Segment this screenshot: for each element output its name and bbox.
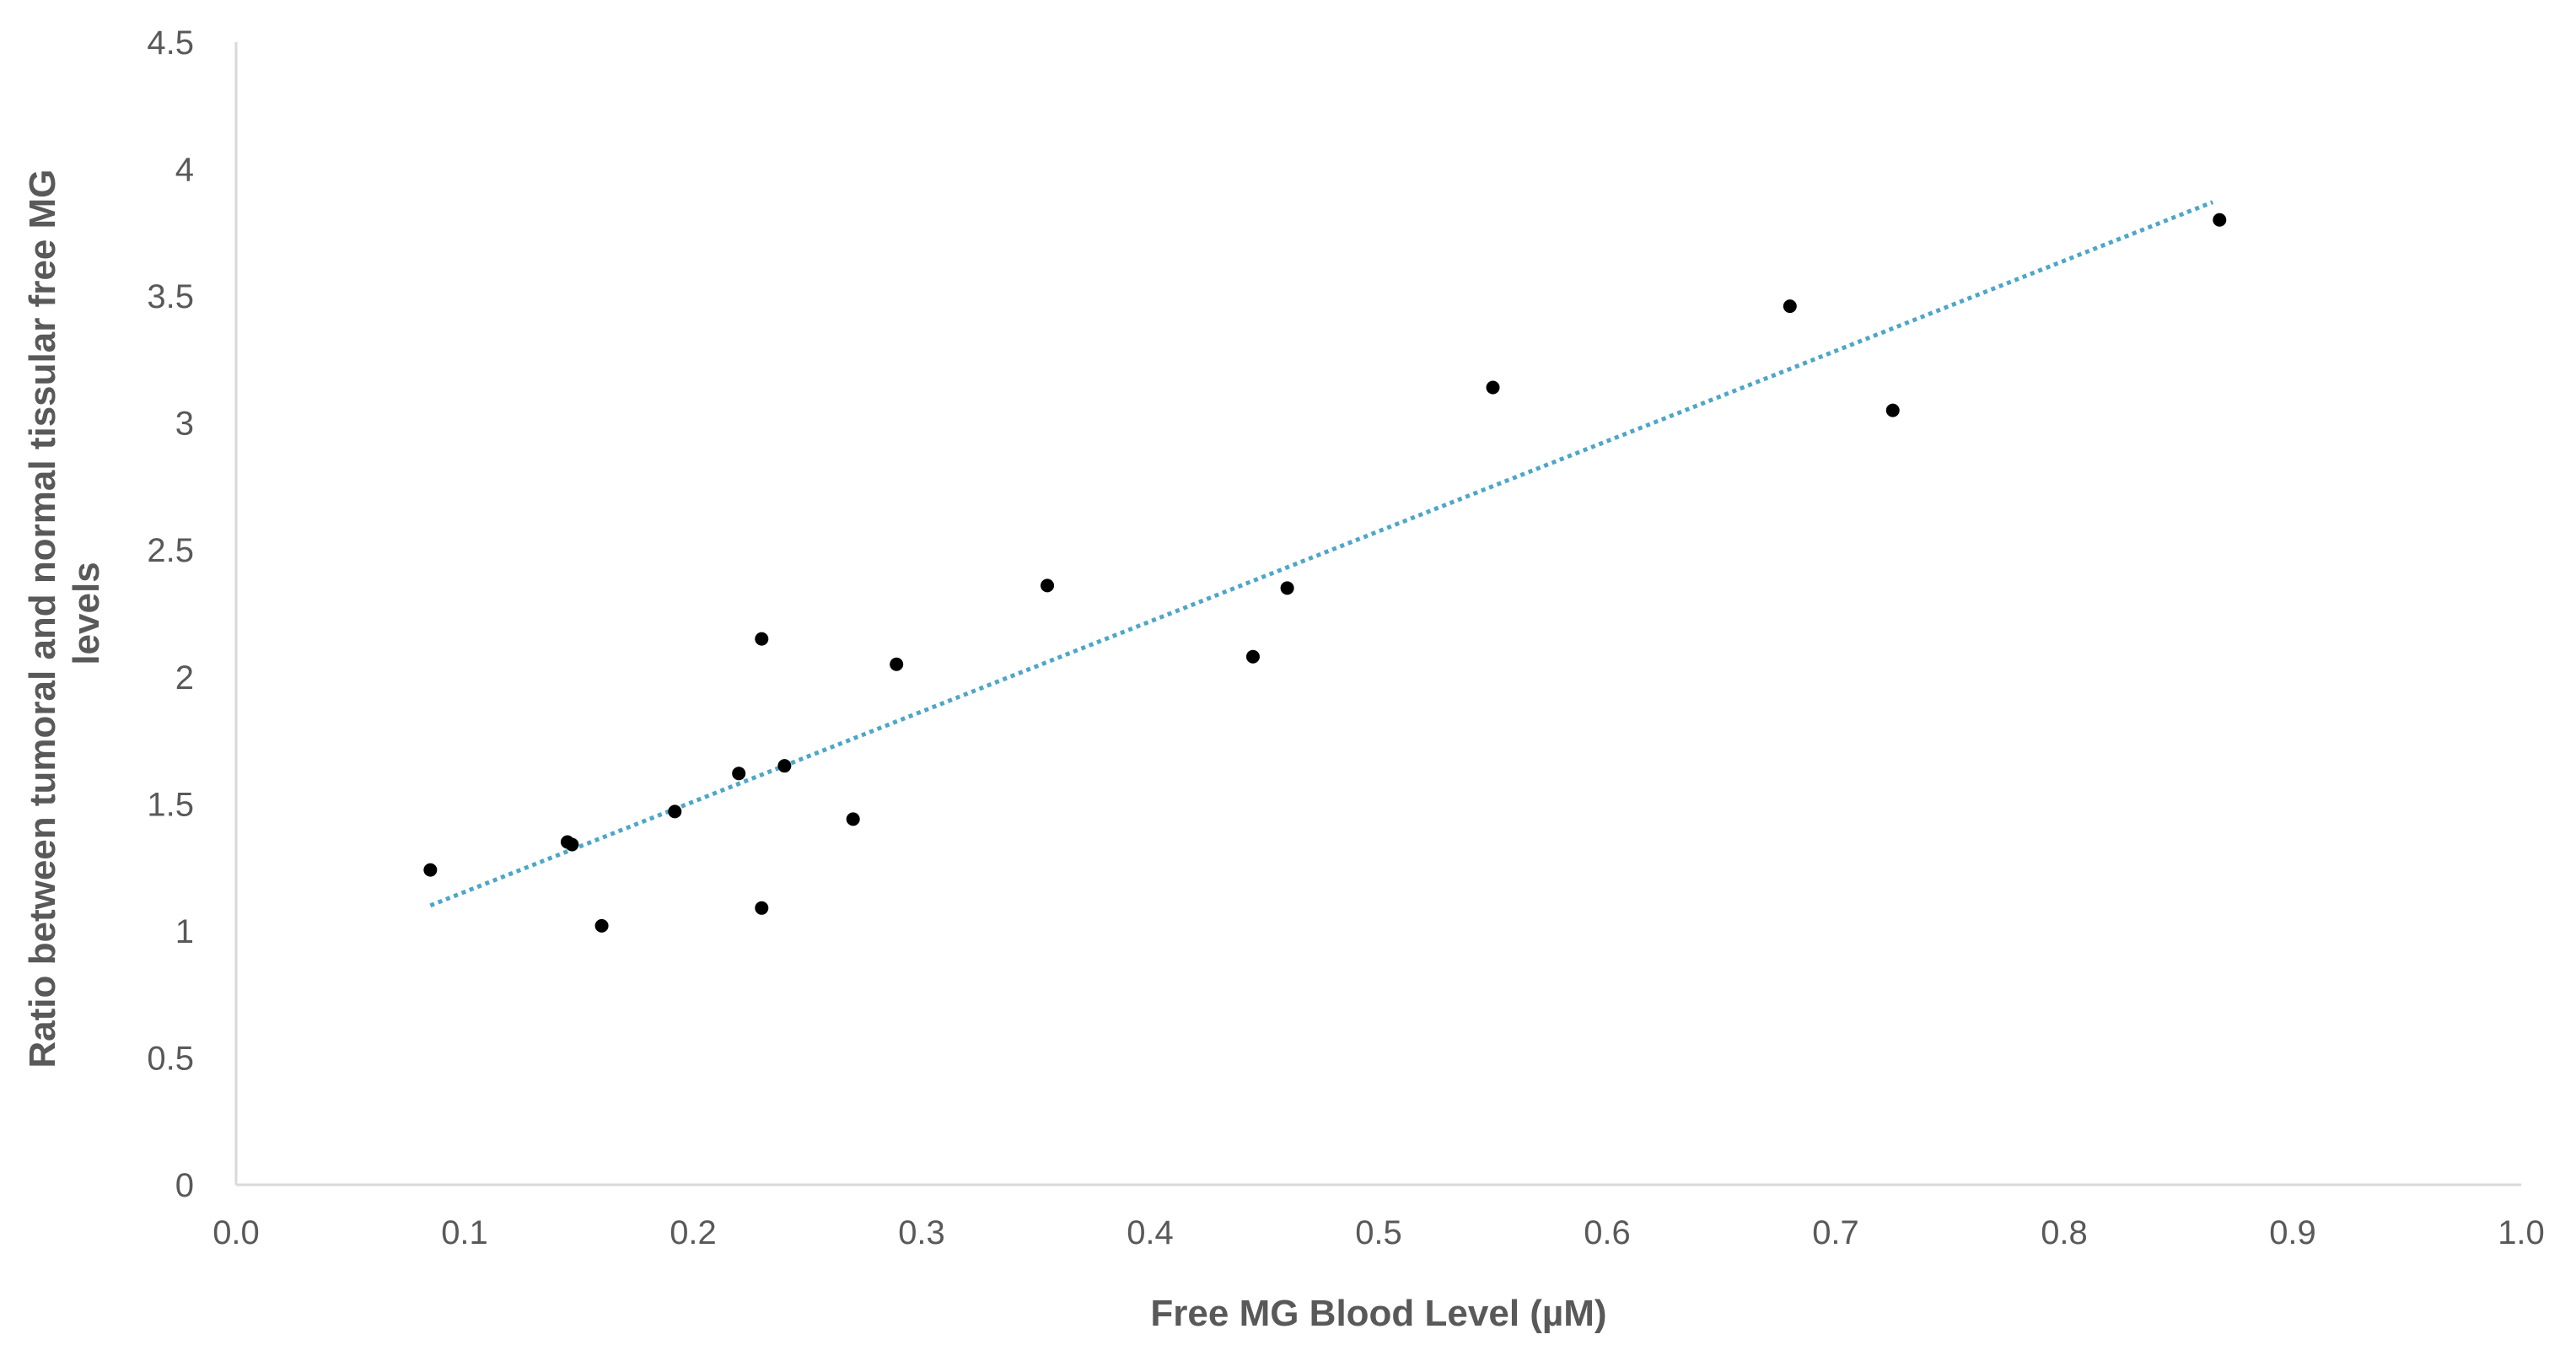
x-tick-label: 0.1 (441, 1214, 488, 1251)
x-tick-label: 0.7 (1812, 1214, 1859, 1251)
data-point (1041, 578, 1055, 593)
data-point (1280, 581, 1294, 595)
y-tick-label: 3 (175, 406, 194, 443)
y-axis-title: Ratio between tumoral and normal tissula… (22, 159, 107, 1068)
x-tick-label: 1.0 (2498, 1214, 2545, 1251)
data-point (755, 632, 769, 646)
x-tick-label: 0.8 (2041, 1214, 2088, 1251)
data-point (732, 767, 746, 781)
data-points (423, 213, 2227, 933)
x-tick-label: 0.9 (2269, 1214, 2316, 1251)
x-tick-label: 0.3 (898, 1214, 945, 1251)
data-point (1783, 299, 1797, 314)
axes (234, 42, 2521, 1186)
linear-trendline (429, 200, 2214, 908)
data-point (594, 918, 609, 933)
y-tick-labels: 0 0.5 1 1.5 2 2.5 3 3.5 4 4.5 (147, 24, 194, 1204)
data-point (2213, 213, 2227, 227)
x-axis-title: Free MG Blood Level (µM) (1150, 1293, 1606, 1334)
y-tick-label: 2 (175, 659, 194, 697)
y-tick-label: 4 (175, 152, 194, 189)
y-tick-label: 1 (175, 913, 194, 950)
data-point (668, 804, 682, 819)
data-point (1486, 380, 1500, 395)
data-point (1885, 403, 1900, 417)
y-tick-label: 0 (175, 1167, 194, 1204)
data-point (1245, 649, 1260, 664)
data-point (890, 657, 904, 671)
y-tick-label: 4.5 (147, 24, 194, 62)
data-point (777, 759, 792, 773)
x-tick-label: 0.0 (212, 1214, 260, 1251)
x-tick-label: 0.5 (1355, 1214, 1402, 1251)
y-tick-label: 1.5 (147, 786, 194, 823)
y-tick-label: 0.5 (147, 1040, 194, 1077)
y-tick-label: 2.5 (147, 532, 194, 569)
data-point (565, 837, 579, 852)
y-tick-label: 3.5 (147, 278, 194, 315)
x-tick-label: 0.4 (1127, 1214, 1174, 1251)
x-tick-label: 0.6 (1584, 1214, 1631, 1251)
data-point (423, 863, 438, 877)
data-point (755, 901, 769, 915)
data-point (846, 812, 860, 826)
x-tick-labels: 0.0 0.1 0.2 0.3 0.4 0.5 0.6 0.7 0.8 0.9 1.0 (212, 1214, 2545, 1251)
y-axis-title-line-2: levels (66, 562, 107, 664)
x-tick-label: 0.2 (670, 1214, 717, 1251)
y-axis-title-line-1: Ratio between tumoral and normal tissula… (22, 169, 63, 1068)
